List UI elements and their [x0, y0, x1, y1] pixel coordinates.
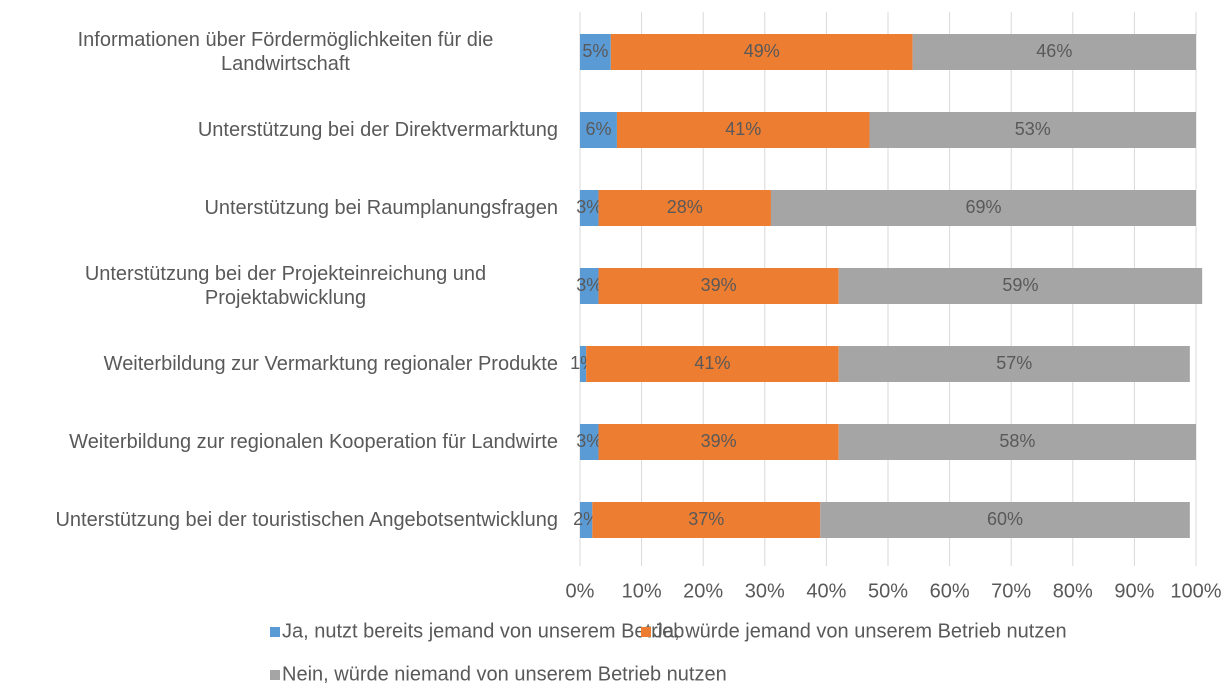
- x-tick-label: 90%: [1114, 580, 1154, 602]
- data-label: 5%: [582, 41, 608, 61]
- data-label: 59%: [1002, 275, 1038, 295]
- bar-segment: [610, 34, 913, 70]
- data-label: 41%: [725, 119, 761, 139]
- data-label: 41%: [694, 353, 730, 373]
- bar-segment: [580, 268, 599, 304]
- bar-segment: [598, 190, 771, 226]
- x-tick-label: 50%: [868, 580, 908, 602]
- x-tick-label: 10%: [622, 580, 662, 602]
- bar-segment: [838, 424, 1196, 460]
- bar-segment: [580, 112, 617, 148]
- legend-label: Ja, nutzt bereits jemand von unserem Bet…: [282, 620, 684, 642]
- legend-marker: [641, 627, 651, 637]
- data-label: 57%: [996, 353, 1032, 373]
- y-tick-label: Weiterbildung zur Vermarktung regionaler…: [103, 353, 558, 375]
- bar-segment: [869, 112, 1196, 148]
- x-tick-label: 40%: [806, 580, 846, 602]
- data-label: 39%: [701, 275, 737, 295]
- bar-segment: [820, 502, 1190, 538]
- bar-segment: [838, 268, 1203, 304]
- x-tick-label: 60%: [930, 580, 970, 602]
- x-tick-label: 20%: [683, 580, 723, 602]
- bar-segment: [912, 34, 1196, 70]
- bar-segment: [586, 346, 839, 382]
- data-label: 53%: [1015, 119, 1051, 139]
- y-tick-label: Unterstützung bei Raumplanungsfragen: [204, 197, 558, 219]
- y-tick-label: Unterstützung bei der Direktvermarktung: [197, 119, 558, 141]
- bar-segment: [580, 34, 611, 70]
- legend-label: Nein, würde niemand von unserem Betrieb …: [282, 663, 727, 685]
- bar-segment: [838, 346, 1190, 382]
- data-label: 49%: [744, 41, 780, 61]
- data-label: 3%: [576, 197, 602, 217]
- data-label: 3%: [576, 275, 602, 295]
- bar-segment: [598, 424, 839, 460]
- bar-segment: [580, 190, 599, 226]
- x-tick-label: 80%: [1053, 580, 1093, 602]
- y-tick-label: Unterstützung bei der touristischen Ange…: [55, 509, 558, 531]
- legend-marker: [270, 627, 280, 637]
- bar-segment: [616, 112, 870, 148]
- y-tick-label: Informationen über Fördermöglichkeiten f…: [77, 29, 494, 75]
- legend-label: Ja, würde jemand von unserem Betrieb nut…: [653, 620, 1067, 642]
- legend-marker: [270, 670, 280, 680]
- data-label: 37%: [688, 509, 724, 529]
- data-label: 6%: [585, 119, 611, 139]
- x-tick-label: 30%: [745, 580, 785, 602]
- x-tick-label: 70%: [991, 580, 1031, 602]
- data-label: 3%: [576, 431, 602, 451]
- data-label: 39%: [701, 431, 737, 451]
- bar-segment: [598, 268, 839, 304]
- data-label: 60%: [987, 509, 1023, 529]
- bar-segment: [592, 502, 821, 538]
- bar-segment: [580, 502, 593, 538]
- x-tick-label: 100%: [1170, 580, 1221, 602]
- y-tick-label: Weiterbildung zur regionalen Kooperation…: [69, 431, 558, 453]
- data-label: 69%: [965, 197, 1001, 217]
- data-label: 58%: [999, 431, 1035, 451]
- bar-segment: [580, 424, 599, 460]
- y-tick-label: Unterstützung bei der Projekteinreichung…: [84, 263, 487, 309]
- bar-segment: [580, 346, 587, 382]
- bar-segment: [770, 190, 1196, 226]
- data-label: 28%: [667, 197, 703, 217]
- x-tick-label: 0%: [566, 580, 595, 602]
- data-label: 46%: [1036, 41, 1072, 61]
